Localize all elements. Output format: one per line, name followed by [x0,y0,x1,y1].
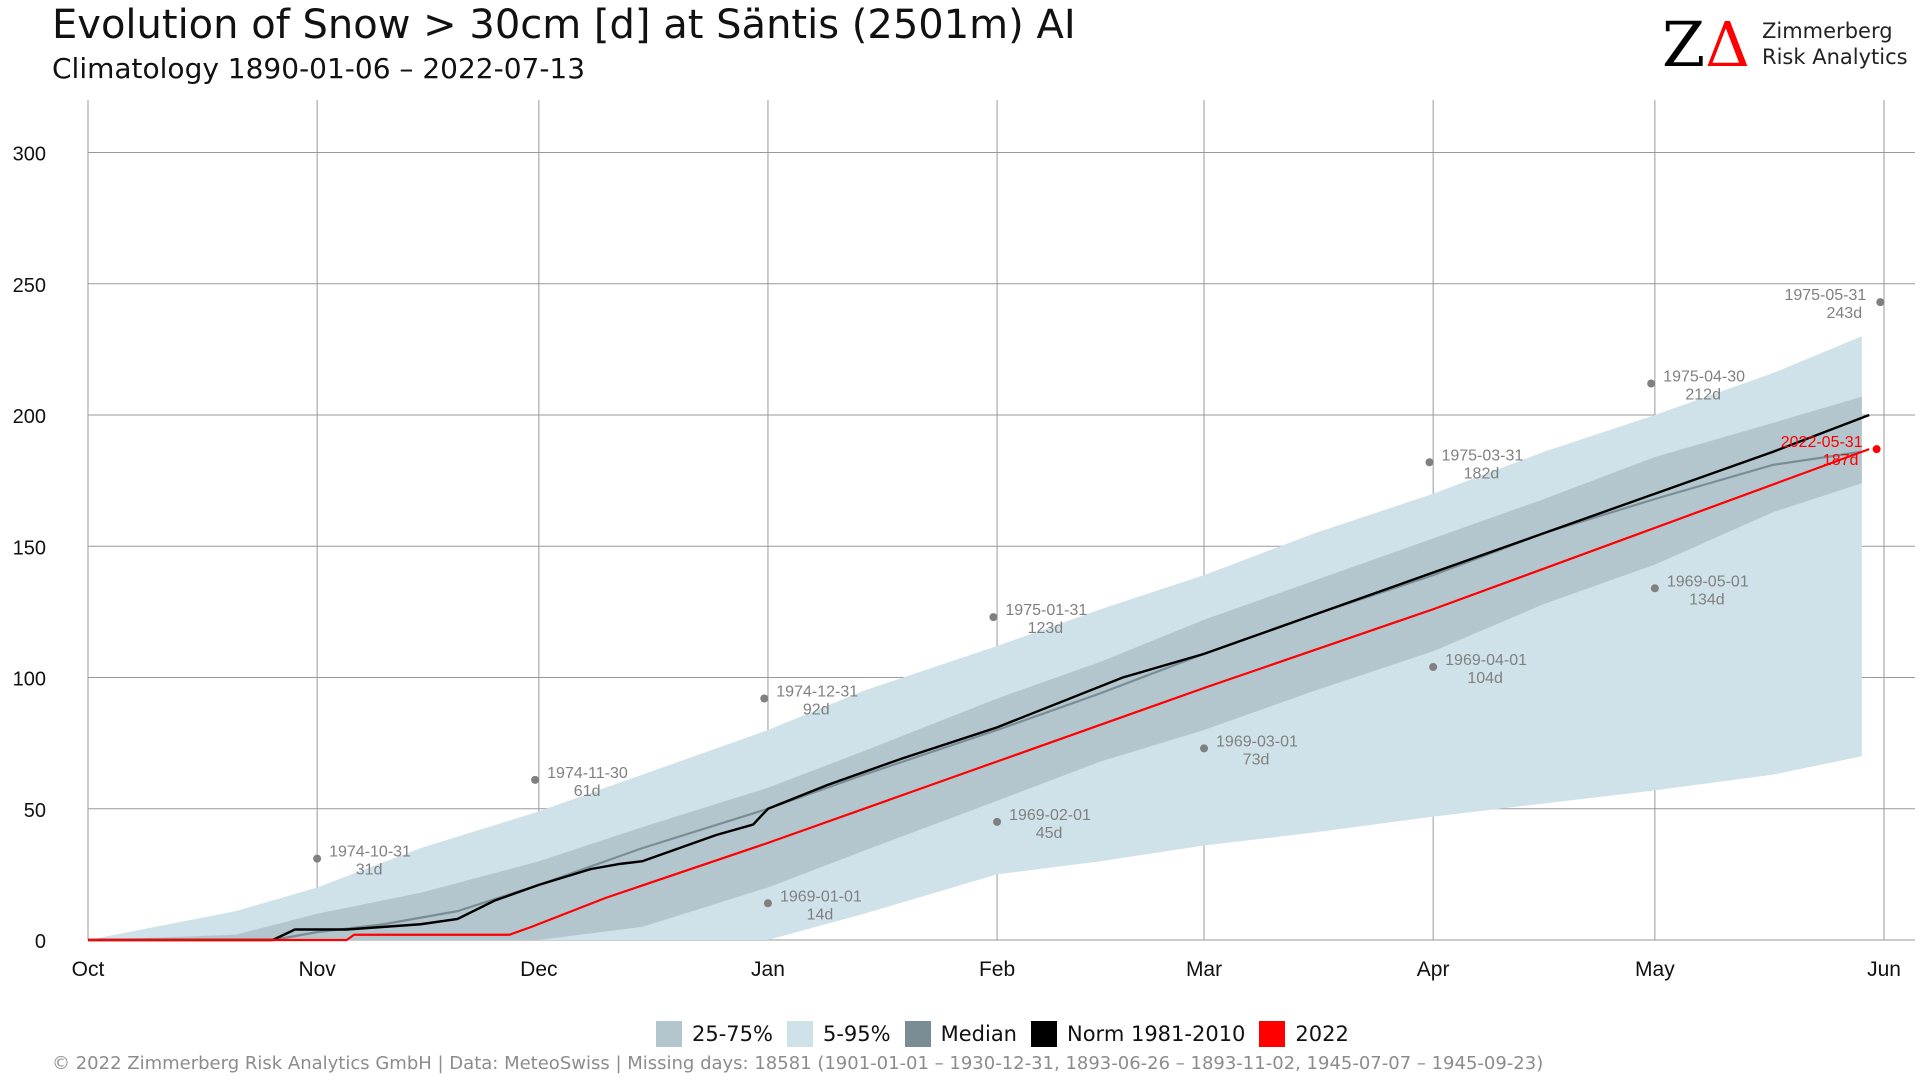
y-tick-label: 150 [13,537,46,559]
legend-swatch-2022 [1259,1021,1286,1047]
annotation-date: 2022-05-31 [1781,434,1863,451]
annotation-value: 182d [1464,465,1500,482]
annotation-date: 1969-05-01 [1667,573,1749,590]
x-tick-label: Feb [979,958,1015,981]
annotation-value: 92d [803,702,830,719]
annotation-point [1876,298,1885,307]
logo-line1: Zimmerberg [1762,19,1893,43]
annotation-point [1650,584,1659,593]
y-tick-label: 0 [35,931,46,953]
legend-item-2022: 2022 [1259,1021,1349,1047]
annotation-date: 1974-12-31 [776,684,858,701]
legend-item-median: Median [904,1021,1017,1047]
legend-item-norm: Norm 1981-2010 [1031,1021,1245,1047]
legend-swatch-iqr [656,1021,682,1047]
legend-label-iqr: 25-75% [692,1022,773,1046]
legend-label-norm: Norm 1981-2010 [1067,1022,1246,1046]
legend-label-2022: 2022 [1295,1022,1349,1046]
footer-credits: © 2022 Zimmerberg Risk Analytics GmbH | … [52,1053,1544,1074]
annotation-point [313,854,322,863]
chart-subtitle: Climatology 1890-01-06 – 2022-07-13 [52,52,586,85]
y-tick-label: 50 [24,800,46,822]
annotation-point [1647,379,1656,388]
annotation-date: 1969-01-01 [780,888,862,905]
annotation-value: 45d [1036,825,1063,842]
logo-text: Zimmerberg Risk Analytics [1762,18,1908,70]
legend-label-median: Median [940,1022,1017,1046]
legend-item-p5-95: 5-95% [786,1021,891,1047]
x-tick-label: Apr [1417,958,1450,981]
annotation-date: 1974-11-30 [547,765,628,782]
annotation-point [1200,744,1209,753]
annotation-point [993,817,1002,826]
logo-mark: ZΔ [1662,14,1750,76]
x-tick-label: Jan [751,958,785,981]
annotation-value: 61d [574,783,601,800]
band-25-75 [88,396,1862,940]
x-tick-label: Jun [1867,958,1901,981]
band-5-95 [88,336,1862,940]
snow-days-chart: 0 50 100 150 200 250 300 Oct Nov Dec Jan Feb Mar Apr M… [13,100,1915,981]
logo-delta: Δ [1705,8,1750,81]
x-tick-label: Nov [298,958,336,981]
annotation-date: 1969-02-01 [1009,807,1091,824]
logo-z: Z [1662,8,1706,81]
annotation-point [760,694,769,703]
annotation-point [1425,458,1434,467]
annotation-point [763,899,772,908]
legend-swatch-norm [1031,1021,1057,1047]
annotation-point [531,775,540,784]
chart-title: Evolution of Snow > 30cm [d] at Säntis (… [52,2,1076,48]
x-tick-label: May [1635,958,1675,981]
annotation-date: 1969-04-01 [1445,652,1527,669]
x-tick-label: Oct [72,958,105,981]
annotation-value: 123d [1028,620,1064,637]
annotation-date: 1975-05-31 [1784,287,1866,304]
legend-label-p5-95: 5-95% [822,1022,891,1046]
legend-swatch-p5-95 [786,1021,813,1047]
annotation-date: 1975-03-31 [1441,447,1523,464]
annotation-value: 104d [1467,670,1503,687]
legend: 25-75% 5-95% Median Norm 1981-2010 2022 [656,1021,1349,1047]
annotation-value: 31d [356,862,383,879]
company-logo: ZΔ Zimmerberg Risk Analytics [1662,14,1908,76]
annotation-point [989,613,998,622]
y-tick-label: 250 [13,275,46,297]
legend-item-iqr: 25-75% [656,1021,773,1047]
annotation-value: 73d [1243,751,1270,768]
annotation-value: 212d [1685,387,1721,404]
x-tick-label: Mar [1186,958,1222,981]
y-tick-label: 200 [13,406,46,428]
annotation-date: 1974-10-31 [329,844,411,861]
annotation-value: 14d [807,906,834,923]
annotation-value: 187d [1823,452,1859,469]
annotation-date: 1975-04-30 [1663,369,1745,386]
annotation-value: 134d [1689,591,1725,608]
annotation-date: 1975-01-31 [1005,602,1087,619]
logo-line2: Risk Analytics [1762,45,1908,69]
annotation-date: 1969-03-01 [1216,733,1298,750]
y-tick-label: 100 [13,669,46,691]
norm-line [88,413,1870,942]
x-tick-label: Dec [520,958,557,981]
legend-swatch-median [904,1021,931,1047]
series-2022-line [88,448,1870,942]
y-tick-label: 300 [13,144,46,166]
annotation-point-2022 [1872,445,1881,454]
annotation-value: 243d [1827,305,1863,322]
annotation-point [1429,663,1438,671]
